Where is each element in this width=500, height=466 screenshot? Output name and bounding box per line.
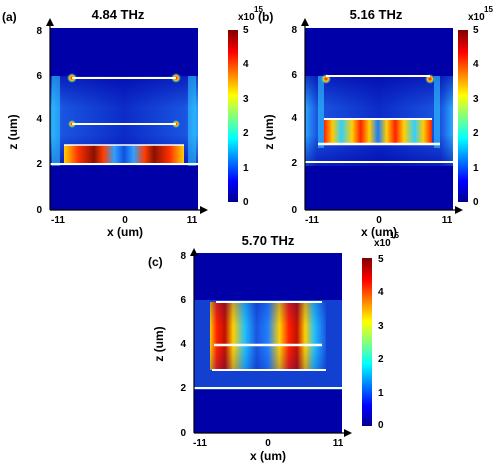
z-axis-arrow	[301, 18, 309, 26]
panel-c: (c) 5.70 THz 0 2 4 6 8 -11 0 11 x (um) 0…	[148, 231, 399, 463]
z-tick: 6	[291, 70, 297, 81]
x-axis-arrow	[344, 429, 352, 437]
colorbar: 0 1 2 3 4 5 x10 15	[228, 5, 263, 208]
z-tick: 8	[291, 25, 297, 36]
x-tick: -11	[305, 215, 319, 226]
x-tick: 0	[265, 438, 271, 449]
colorbar-exponent-power: 15	[390, 231, 399, 240]
colorbar-tick: 5	[473, 25, 479, 36]
panel-title: 5.16 THz	[350, 7, 403, 22]
z-tick: 4	[36, 114, 42, 125]
x-axis-label: x (um)	[250, 449, 286, 463]
colorbar-tick: 1	[243, 163, 249, 174]
z-tick: 4	[291, 113, 297, 124]
z-tick: 6	[36, 71, 42, 82]
colorbar-scale	[228, 30, 238, 202]
colorbar-tick: 2	[473, 128, 479, 139]
x-axis-label: x (um)	[107, 225, 143, 239]
x-tick: -11	[193, 438, 207, 449]
z-tick: 0	[180, 428, 186, 439]
colorbar-tick: 3	[378, 321, 384, 332]
active-layer-hotspot	[64, 145, 184, 165]
colorbar-exponent-power: 15	[254, 5, 263, 14]
colorbar-tick: 0	[243, 197, 249, 208]
colorbar-tick: 5	[243, 25, 249, 36]
colorbar-scale	[362, 258, 372, 426]
z-tick: 0	[291, 205, 297, 216]
z-axis-label-a: z (um)	[6, 114, 20, 149]
colorbar-exponent-base: x10	[374, 238, 391, 249]
z-tick: 8	[36, 26, 42, 37]
z-tick: 6	[180, 295, 186, 306]
colorbar-tick: 0	[473, 197, 479, 208]
x-tick: 11	[187, 215, 198, 226]
field-map	[50, 28, 198, 210]
colorbar-tick: 0	[378, 420, 384, 431]
z-tick: 0	[36, 205, 42, 216]
colorbar-tick: 1	[378, 388, 384, 399]
colorbar-tick: 2	[378, 354, 384, 365]
z-tick: 2	[291, 158, 297, 169]
z-axis-label-c: z (um)	[152, 326, 166, 361]
colorbar-tick: 2	[243, 128, 249, 139]
colorbar-tick: 3	[243, 94, 249, 105]
panel-title: 5.70 THz	[242, 233, 295, 248]
z-tick: 2	[36, 159, 42, 170]
panel-label: (a)	[2, 10, 17, 24]
z-axis-label-b: z (um)	[262, 114, 276, 149]
colorbar-exponent-base: x10	[468, 12, 485, 23]
x-axis-label: x (um)	[361, 225, 397, 239]
x-tick: 0	[122, 215, 128, 226]
colorbar: 0 1 2 3 4 5 x10 15	[362, 231, 399, 431]
colorbar-tick: 1	[473, 163, 479, 174]
colorbar-exponent-base: x10	[238, 12, 255, 23]
colorbar: 0 1 2 3 4 5 x10 15	[458, 5, 493, 208]
field-map	[194, 253, 342, 433]
x-tick: 11	[333, 438, 344, 449]
active-layer-hotspot	[324, 118, 432, 144]
z-tick: 2	[180, 383, 186, 394]
colorbar-tick: 4	[243, 59, 249, 70]
panel-title: 4.84 THz	[92, 7, 145, 22]
colorbar-tick: 5	[378, 254, 384, 265]
z-tick: 8	[180, 251, 186, 262]
z-tick: 4	[180, 339, 186, 350]
x-tick: -11	[51, 215, 65, 226]
x-tick: 0	[376, 215, 382, 226]
x-axis-arrow	[455, 206, 463, 214]
colorbar-tick: 4	[378, 287, 384, 298]
z-axis-arrow	[46, 18, 54, 26]
panel-b: (b) 5.16 THz 0 2 4 6 8 -11 0 11 x (um)	[258, 5, 493, 239]
panel-label: (b)	[258, 10, 273, 24]
x-tick: 11	[442, 215, 453, 226]
field-map	[305, 28, 453, 210]
colorbar-exponent-power: 15	[484, 5, 493, 14]
z-axis-arrow	[190, 248, 198, 256]
colorbar-tick: 4	[473, 59, 479, 70]
panel-label: (c)	[148, 255, 163, 269]
colorbar-scale	[458, 30, 468, 202]
x-axis-arrow	[200, 206, 208, 214]
colorbar-tick: 3	[473, 94, 479, 105]
panel-a: (a) 4.84 THz 0 2 4 6 8 -11 0 11	[2, 5, 263, 239]
